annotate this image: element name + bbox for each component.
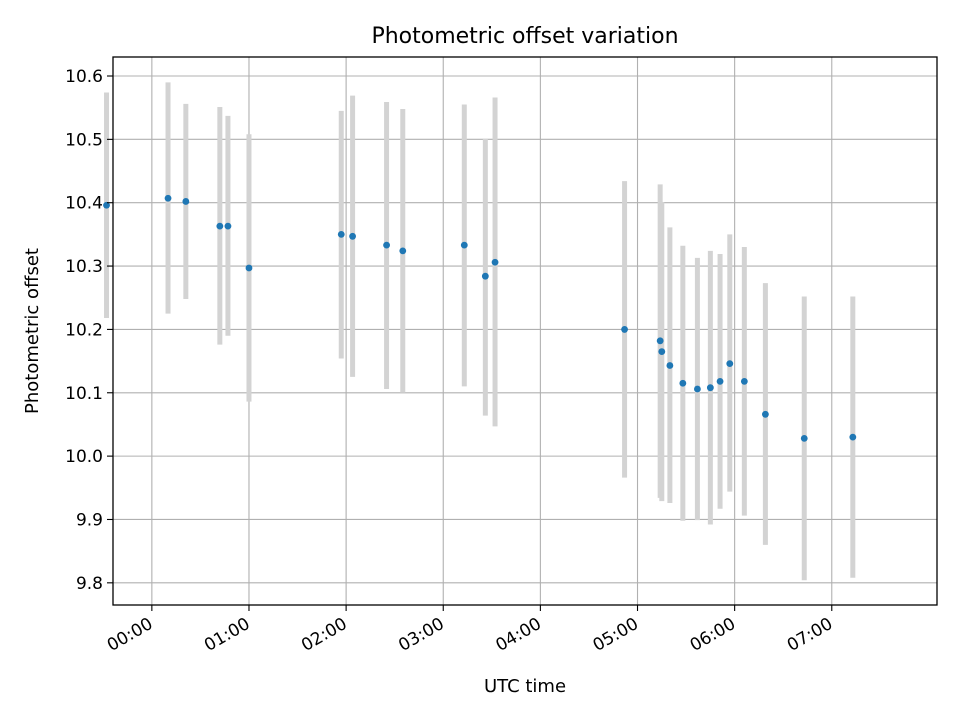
data-point	[164, 194, 172, 202]
y-axis-label: Photometric offset	[22, 248, 43, 414]
plot-frame	[112, 56, 938, 606]
data-point	[656, 337, 664, 345]
data-point	[716, 377, 724, 385]
data-point	[481, 272, 489, 280]
data-point	[399, 247, 407, 255]
y-tick-label: 10.4	[65, 194, 103, 214]
chart-title: Photometric offset variation	[371, 24, 678, 49]
x-tick-label: 00:00	[104, 614, 156, 656]
data-point	[762, 410, 769, 418]
y-tick-label: 10.0	[65, 447, 103, 467]
y-tick-label: 10.1	[65, 384, 103, 404]
data-point	[740, 377, 748, 385]
x-tick-label: 05:00	[590, 614, 642, 656]
x-tick-label: 07:00	[784, 614, 836, 656]
data-point	[103, 201, 110, 209]
data-point	[216, 222, 224, 230]
data-point	[460, 241, 468, 249]
data-point	[800, 434, 808, 442]
x-tick-label: 02:00	[298, 614, 350, 656]
data-point	[224, 222, 232, 230]
data-point	[349, 232, 356, 240]
data-point	[245, 264, 253, 272]
data-point	[666, 362, 674, 369]
x-tick-label: 04:00	[492, 614, 544, 656]
data-point	[694, 385, 701, 393]
grid-layer	[113, 57, 937, 605]
point-layer	[103, 194, 857, 442]
data-point	[491, 258, 499, 266]
errorbar-layer	[104, 82, 856, 581]
data-point	[383, 241, 390, 249]
x-tick-label: 01:00	[201, 614, 253, 656]
y-tick-label: 9.8	[76, 574, 103, 594]
data-point	[679, 379, 687, 387]
data-point	[182, 198, 190, 205]
x-tick-label: 03:00	[395, 614, 447, 656]
data-point	[706, 384, 714, 392]
data-point	[658, 348, 666, 355]
y-tick-label: 10.2	[65, 320, 103, 340]
data-point	[337, 230, 345, 238]
y-tick-label: 10.6	[65, 67, 103, 87]
y-tick-label: 10.3	[65, 257, 103, 277]
data-point	[849, 433, 857, 441]
y-tick-label: 10.5	[65, 130, 103, 150]
y-tick-label: 9.9	[76, 510, 103, 530]
x-axis-label: UTC time	[484, 676, 566, 697]
data-point	[621, 326, 628, 333]
data-point	[726, 360, 734, 368]
x-tick-label: 06:00	[687, 614, 739, 656]
